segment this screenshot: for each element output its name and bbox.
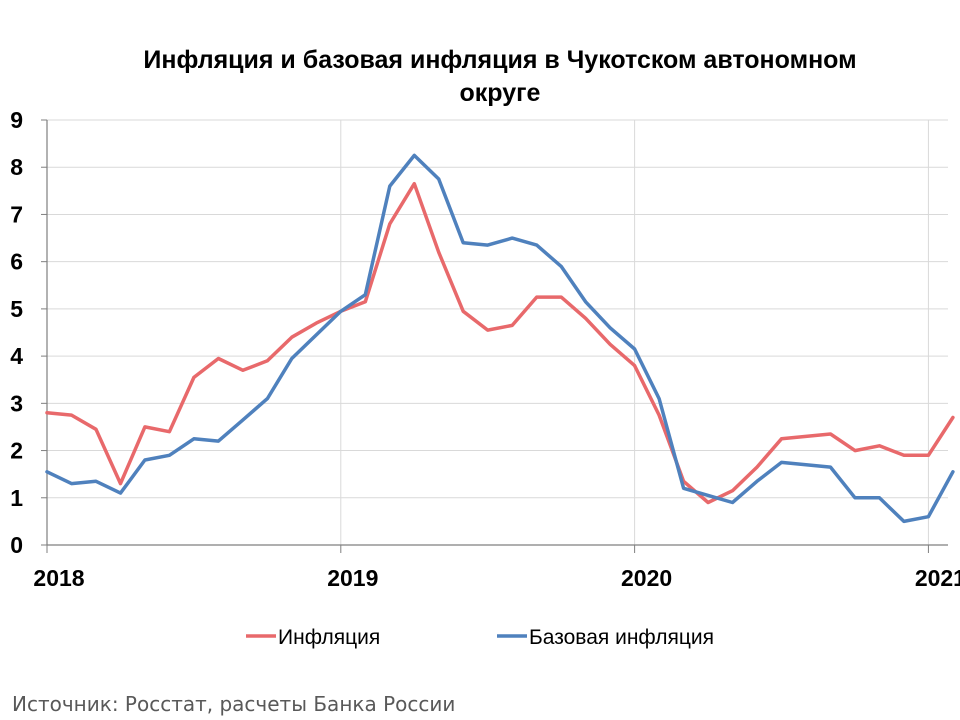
grid-lines	[47, 119, 948, 545]
y-tick-label: 3	[10, 390, 23, 416]
x-tick-label: 2018	[33, 565, 84, 591]
series-lines	[45, 153, 955, 524]
y-tick-label: 5	[10, 296, 23, 322]
y-tick-label: 8	[10, 154, 23, 180]
series-line-inflation	[45, 181, 955, 505]
source-note: Источник: Росстат, расчеты Банка России	[12, 692, 456, 716]
y-tick-label: 6	[10, 249, 23, 275]
y-tick-label: 0	[10, 532, 23, 558]
tick-labels: 0 1 2 3 4 5 6 7 8 9 2018 2019 2020 2021	[10, 107, 960, 591]
y-tick-label: 4	[10, 343, 23, 369]
y-tick-label: 9	[10, 107, 23, 133]
line-chart: 0 1 2 3 4 5 6 7 8 9 2018 2019 2020 2021 Инфляция Базов…	[10, 107, 960, 649]
y-tick-label: 2	[10, 438, 23, 464]
legend-label: Базовая инфляция	[529, 626, 714, 649]
y-tick-label: 7	[10, 201, 23, 227]
chart-title: Инфляция и базовая инфляция в Чукотском …	[143, 46, 857, 107]
x-tick-label: 2021	[915, 565, 960, 591]
x-tick-label: 2019	[327, 565, 378, 591]
x-tick-label: 2020	[621, 565, 672, 591]
axes	[41, 119, 948, 553]
legend-label: Инфляция	[278, 626, 380, 649]
series-line-core-inflation	[45, 153, 955, 524]
legend: Инфляция Базовая инфляция	[246, 626, 714, 649]
y-tick-label: 1	[10, 485, 23, 511]
